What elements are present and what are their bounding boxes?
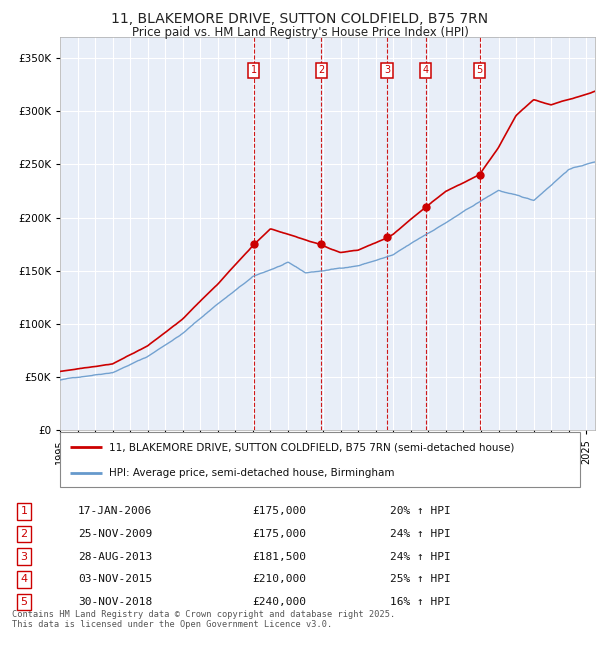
Text: £181,500: £181,500 <box>252 552 306 562</box>
Text: 24% ↑ HPI: 24% ↑ HPI <box>390 529 451 539</box>
Text: 5: 5 <box>476 66 483 75</box>
Text: £175,000: £175,000 <box>252 506 306 517</box>
Text: 24% ↑ HPI: 24% ↑ HPI <box>390 552 451 562</box>
Text: 11, BLAKEMORE DRIVE, SUTTON COLDFIELD, B75 7RN: 11, BLAKEMORE DRIVE, SUTTON COLDFIELD, B… <box>112 12 488 26</box>
Text: £175,000: £175,000 <box>252 529 306 539</box>
Text: 28-AUG-2013: 28-AUG-2013 <box>78 552 152 562</box>
Text: 4: 4 <box>20 575 28 584</box>
Text: 3: 3 <box>20 552 28 562</box>
Text: 30-NOV-2018: 30-NOV-2018 <box>78 597 152 607</box>
Text: Contains HM Land Registry data © Crown copyright and database right 2025.
This d: Contains HM Land Registry data © Crown c… <box>12 610 395 629</box>
Text: 11, BLAKEMORE DRIVE, SUTTON COLDFIELD, B75 7RN (semi-detached house): 11, BLAKEMORE DRIVE, SUTTON COLDFIELD, B… <box>109 443 515 452</box>
Text: Price paid vs. HM Land Registry's House Price Index (HPI): Price paid vs. HM Land Registry's House … <box>131 26 469 39</box>
Text: 20% ↑ HPI: 20% ↑ HPI <box>390 506 451 517</box>
Text: £210,000: £210,000 <box>252 575 306 584</box>
Text: 5: 5 <box>20 597 28 607</box>
Text: 4: 4 <box>422 66 428 75</box>
Text: 17-JAN-2006: 17-JAN-2006 <box>78 506 152 517</box>
Text: 25-NOV-2009: 25-NOV-2009 <box>78 529 152 539</box>
Text: 03-NOV-2015: 03-NOV-2015 <box>78 575 152 584</box>
Text: 2: 2 <box>20 529 28 539</box>
Text: 1: 1 <box>251 66 257 75</box>
Text: £240,000: £240,000 <box>252 597 306 607</box>
Text: 16% ↑ HPI: 16% ↑ HPI <box>390 597 451 607</box>
Text: 2: 2 <box>318 66 325 75</box>
Text: 25% ↑ HPI: 25% ↑ HPI <box>390 575 451 584</box>
Text: 1: 1 <box>20 506 28 517</box>
FancyBboxPatch shape <box>60 432 580 487</box>
Text: 3: 3 <box>384 66 390 75</box>
Text: HPI: Average price, semi-detached house, Birmingham: HPI: Average price, semi-detached house,… <box>109 468 395 478</box>
